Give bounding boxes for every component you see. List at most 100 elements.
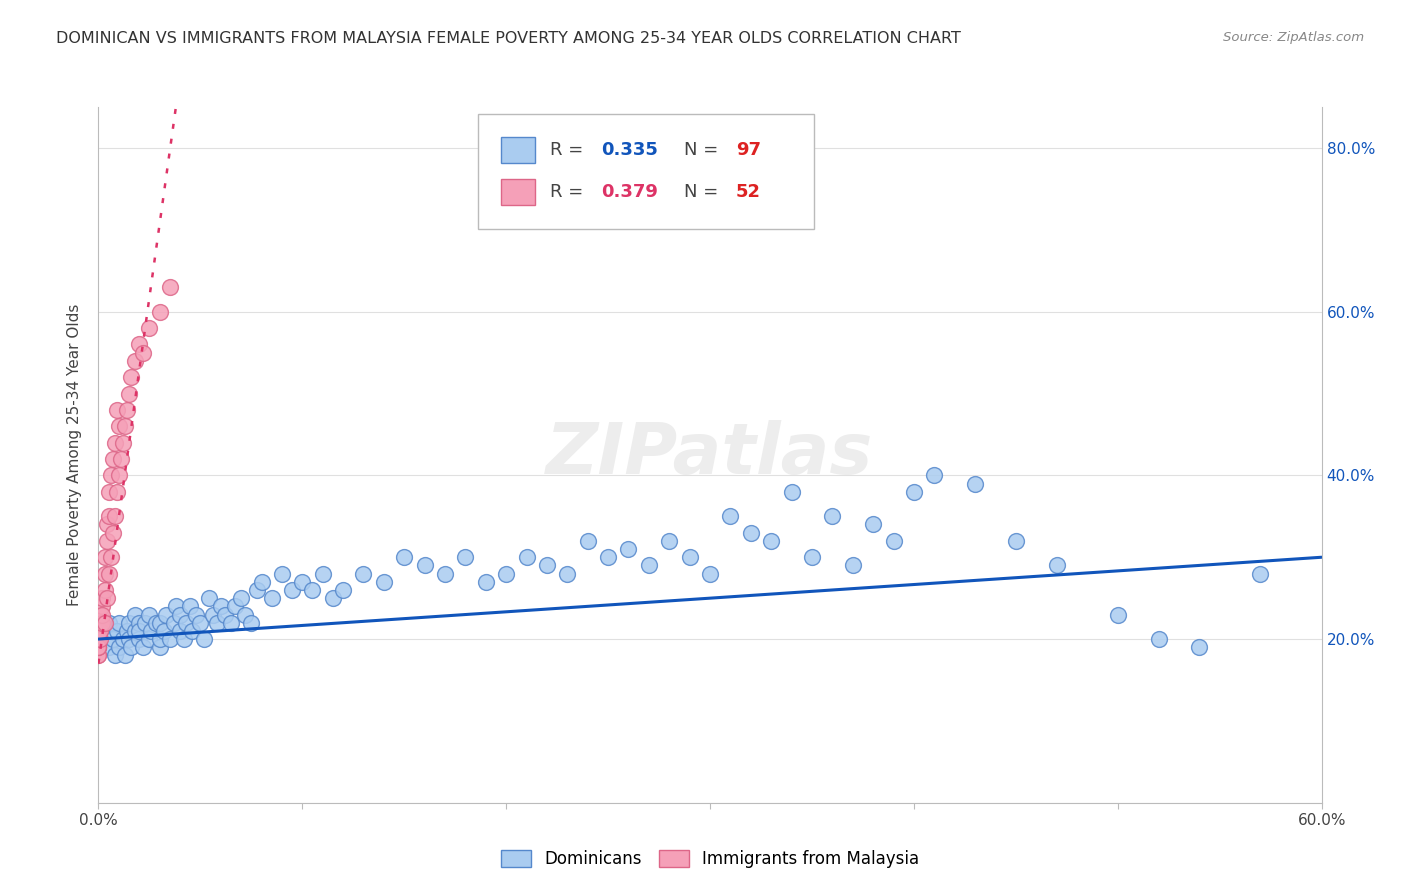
Text: 0.335: 0.335 bbox=[602, 141, 658, 159]
Point bbox=[105, 403, 128, 417]
Point bbox=[87, 648, 110, 663]
Point bbox=[903, 484, 925, 499]
Point bbox=[181, 624, 204, 638]
Text: R =: R = bbox=[550, 183, 589, 201]
Point bbox=[134, 615, 156, 630]
Point bbox=[214, 607, 236, 622]
Point bbox=[699, 566, 721, 581]
FancyBboxPatch shape bbox=[501, 137, 536, 163]
Point bbox=[138, 321, 160, 335]
Text: 0.379: 0.379 bbox=[602, 183, 658, 201]
Text: N =: N = bbox=[685, 183, 724, 201]
Point bbox=[104, 435, 127, 450]
Point bbox=[598, 550, 620, 565]
Point bbox=[761, 533, 783, 548]
Point bbox=[97, 509, 120, 524]
Point bbox=[495, 566, 517, 581]
Point bbox=[87, 632, 110, 646]
Point bbox=[965, 476, 987, 491]
Point bbox=[197, 591, 219, 606]
Point bbox=[91, 591, 114, 606]
Point bbox=[352, 566, 374, 581]
FancyBboxPatch shape bbox=[501, 178, 536, 205]
Point bbox=[97, 640, 120, 655]
Point bbox=[174, 615, 197, 630]
Point bbox=[128, 615, 150, 630]
Y-axis label: Female Poverty Among 25-34 Year Olds: Female Poverty Among 25-34 Year Olds bbox=[67, 304, 83, 606]
Point bbox=[270, 566, 294, 581]
Point bbox=[124, 607, 146, 622]
Point bbox=[87, 640, 110, 655]
Point bbox=[169, 624, 191, 638]
Text: R =: R = bbox=[550, 141, 589, 159]
Point bbox=[87, 648, 110, 663]
Point bbox=[219, 615, 242, 630]
Point bbox=[115, 624, 138, 638]
Point bbox=[922, 468, 945, 483]
Point bbox=[105, 484, 128, 499]
Point bbox=[91, 607, 114, 622]
Point bbox=[392, 550, 416, 565]
Point bbox=[159, 632, 181, 646]
Point bbox=[186, 607, 208, 622]
Point bbox=[1045, 558, 1069, 573]
Point bbox=[132, 640, 155, 655]
Point bbox=[118, 632, 141, 646]
Point bbox=[89, 607, 111, 622]
Point bbox=[108, 419, 131, 434]
Point bbox=[145, 615, 167, 630]
Point bbox=[138, 632, 160, 646]
Point bbox=[821, 509, 844, 524]
Point bbox=[128, 337, 150, 351]
Point bbox=[97, 566, 120, 581]
Point bbox=[108, 640, 131, 655]
Point bbox=[89, 615, 111, 630]
FancyBboxPatch shape bbox=[478, 114, 814, 229]
Point bbox=[205, 615, 228, 630]
Point bbox=[120, 370, 142, 384]
Point bbox=[720, 509, 742, 524]
Point bbox=[108, 615, 131, 630]
Point bbox=[240, 615, 263, 630]
Point bbox=[638, 558, 661, 573]
Point bbox=[862, 517, 884, 532]
Point bbox=[281, 582, 304, 597]
Point bbox=[155, 607, 177, 622]
Point bbox=[87, 624, 110, 638]
Point bbox=[201, 607, 224, 622]
Point bbox=[132, 345, 155, 359]
Point bbox=[193, 632, 215, 646]
Point bbox=[322, 591, 344, 606]
Text: DOMINICAN VS IMMIGRANTS FROM MALAYSIA FEMALE POVERTY AMONG 25-34 YEAR OLDS CORRE: DOMINICAN VS IMMIGRANTS FROM MALAYSIA FE… bbox=[56, 31, 962, 46]
Point bbox=[301, 582, 323, 597]
Point bbox=[163, 615, 186, 630]
Point bbox=[332, 582, 354, 597]
Point bbox=[516, 550, 538, 565]
Point bbox=[883, 533, 905, 548]
Point bbox=[114, 419, 136, 434]
Point bbox=[246, 582, 269, 597]
Point bbox=[97, 615, 120, 630]
Point bbox=[87, 640, 110, 655]
Point bbox=[149, 640, 172, 655]
Point bbox=[100, 550, 122, 565]
Point bbox=[179, 599, 201, 614]
Point bbox=[209, 599, 232, 614]
Point bbox=[114, 648, 136, 663]
Point bbox=[679, 550, 702, 565]
Point bbox=[576, 533, 599, 548]
Point bbox=[118, 615, 141, 630]
Point bbox=[111, 632, 134, 646]
Point bbox=[91, 615, 114, 630]
Point bbox=[224, 599, 246, 614]
Point bbox=[149, 615, 172, 630]
Point bbox=[89, 632, 111, 646]
Point bbox=[87, 640, 110, 655]
Point bbox=[87, 632, 110, 646]
Point bbox=[124, 624, 146, 638]
Point bbox=[91, 599, 114, 614]
Point bbox=[138, 607, 160, 622]
Point bbox=[557, 566, 579, 581]
Text: 97: 97 bbox=[735, 141, 761, 159]
Point bbox=[373, 574, 395, 589]
